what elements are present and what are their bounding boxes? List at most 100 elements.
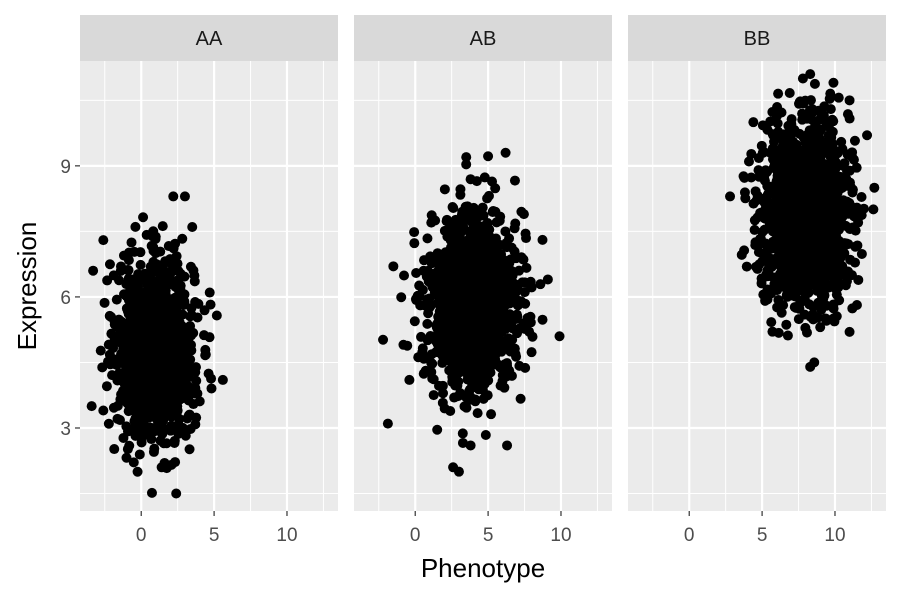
data-point	[805, 69, 816, 80]
data-point	[419, 255, 430, 266]
data-point	[542, 274, 553, 285]
data-point	[177, 340, 188, 351]
data-point	[441, 216, 452, 227]
data-point	[98, 235, 109, 246]
data-point	[121, 366, 132, 377]
data-point	[472, 408, 483, 419]
data-point	[468, 202, 479, 213]
data-point	[461, 152, 472, 163]
data-point	[131, 361, 142, 372]
data-point	[139, 420, 150, 431]
data-point	[156, 462, 167, 473]
facet-label-aa: AA	[196, 28, 223, 50]
data-point	[448, 202, 459, 213]
data-point	[494, 239, 505, 250]
data-point	[841, 268, 852, 279]
data-point	[786, 114, 797, 125]
data-point	[800, 239, 811, 250]
data-point	[767, 107, 778, 118]
data-point	[449, 330, 460, 341]
data-point	[853, 217, 864, 228]
data-point	[211, 310, 222, 321]
data-point	[516, 252, 527, 263]
data-point	[767, 326, 778, 337]
data-point	[423, 308, 434, 319]
data-point	[449, 301, 460, 312]
data-point	[154, 273, 165, 284]
data-point	[502, 280, 513, 291]
data-point	[500, 226, 511, 237]
data-point	[752, 263, 763, 274]
data-point	[828, 313, 839, 324]
data-point	[204, 287, 215, 298]
data-point	[451, 284, 462, 295]
data-point	[507, 334, 518, 345]
data-point	[203, 368, 214, 379]
data-point	[480, 430, 491, 441]
data-point	[524, 326, 535, 337]
facet-strip-aa	[80, 15, 338, 61]
data-point	[525, 317, 536, 328]
data-point	[437, 380, 448, 391]
data-point	[790, 288, 801, 299]
data-point	[823, 134, 834, 145]
data-point	[812, 263, 823, 274]
data-point	[130, 300, 141, 311]
x-tick-label: 5	[757, 525, 768, 546]
data-point	[98, 405, 109, 416]
x-tick-label: 5	[209, 525, 220, 546]
data-point	[486, 299, 497, 310]
data-point	[822, 246, 833, 257]
data-point	[470, 232, 481, 243]
data-point	[151, 341, 162, 352]
data-point	[130, 430, 141, 441]
data-point	[179, 191, 190, 202]
data-point	[135, 259, 146, 270]
data-point	[172, 359, 183, 370]
data-point	[448, 462, 459, 473]
data-point	[519, 287, 530, 298]
x-tick-label: 5	[483, 525, 494, 546]
data-point	[845, 254, 856, 265]
facet-strip-ab	[354, 15, 612, 61]
data-point	[171, 251, 182, 262]
data-point	[812, 226, 823, 237]
data-point	[774, 249, 785, 260]
data-point	[472, 262, 483, 273]
data-point	[514, 323, 525, 334]
data-point	[420, 365, 431, 376]
data-point	[429, 287, 440, 298]
data-point	[451, 248, 462, 259]
data-point	[525, 276, 536, 287]
data-point	[99, 297, 110, 308]
data-point	[784, 88, 795, 99]
data-point	[486, 409, 497, 420]
data-point	[439, 403, 450, 414]
y-tick-label: 9	[60, 157, 71, 178]
data-point	[461, 159, 472, 170]
data-point	[171, 488, 182, 499]
data-point	[851, 300, 862, 311]
data-point	[458, 221, 469, 232]
data-point	[157, 221, 168, 232]
data-point	[825, 104, 836, 115]
data-point	[190, 367, 201, 378]
data-point	[175, 284, 186, 295]
data-point	[433, 266, 444, 277]
data-point	[149, 443, 160, 454]
data-point	[509, 343, 520, 354]
data-point	[756, 140, 767, 151]
data-point	[101, 381, 112, 392]
data-point	[177, 422, 188, 433]
data-point	[151, 375, 162, 386]
data-point	[809, 78, 820, 89]
data-point	[844, 326, 855, 337]
data-point	[777, 209, 788, 220]
data-point	[509, 175, 520, 186]
x-tick-label: 0	[684, 525, 695, 546]
data-point	[88, 265, 99, 276]
data-point	[160, 285, 171, 296]
x-tick-label: 0	[136, 525, 147, 546]
x-axis-title: Phenotype	[421, 553, 545, 583]
data-point	[471, 316, 482, 327]
